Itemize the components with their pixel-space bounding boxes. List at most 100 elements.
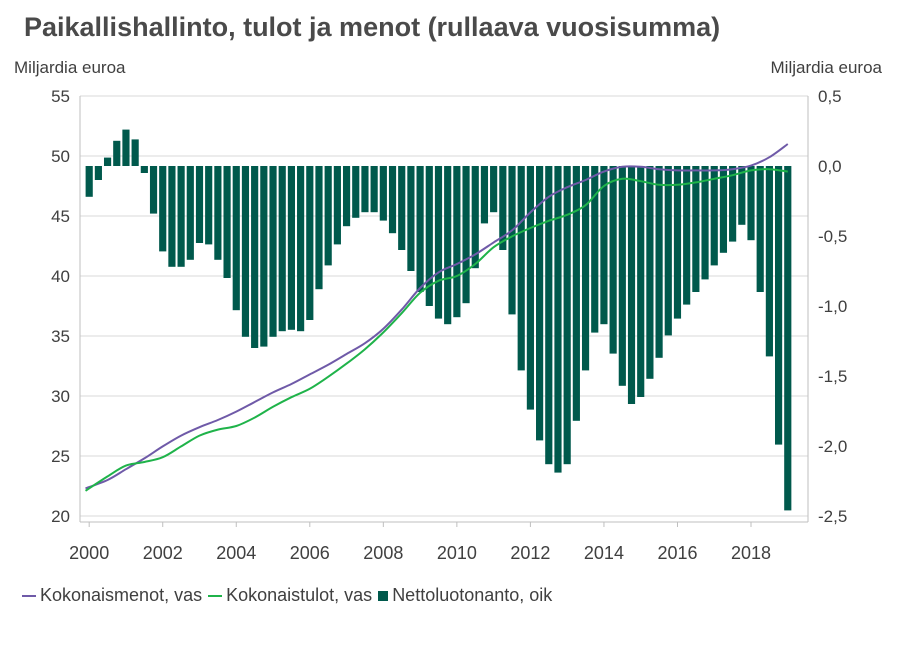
left-tick-label: 50 xyxy=(51,147,70,166)
netto-bar xyxy=(434,166,443,319)
netto-bar xyxy=(517,166,525,371)
menot-line xyxy=(85,143,789,490)
netto-bar xyxy=(508,166,516,315)
right-tick-label: -2,5 xyxy=(818,507,847,526)
netto-bar xyxy=(600,166,608,325)
legend-swatch-menot xyxy=(22,594,36,597)
netto-bar xyxy=(664,166,672,336)
netto-bar xyxy=(710,166,718,266)
netto-bar xyxy=(297,166,305,332)
netto-bar xyxy=(738,166,746,225)
netto-bar xyxy=(278,166,286,332)
legend-swatch-tulot xyxy=(208,594,223,597)
netto-bar xyxy=(618,166,626,386)
netto-bar xyxy=(526,166,534,410)
legend-label-menot: Kokonaismenot, vas xyxy=(40,585,203,605)
legend: Kokonaismenot, vas Kokonaistulot, vas Ne… xyxy=(22,585,558,606)
netto-bar xyxy=(398,166,406,250)
netto-bar xyxy=(269,166,277,337)
legend-item-menot: Kokonaismenot, vas xyxy=(22,585,202,606)
x-tick-label: 2006 xyxy=(290,543,330,563)
netto-bars xyxy=(85,129,792,511)
netto-bar xyxy=(499,166,507,250)
chart-title: Paikallishallinto, tulot ja menot (rulla… xyxy=(24,12,721,42)
netto-bar xyxy=(241,166,250,337)
netto-bar xyxy=(85,166,93,197)
x-tick-label: 2018 xyxy=(731,543,771,563)
netto-bar xyxy=(775,166,783,445)
netto-bar xyxy=(471,166,479,269)
x-tick-label: 2000 xyxy=(69,543,109,563)
left-tick-label: 40 xyxy=(51,267,70,286)
netto-bar xyxy=(581,166,590,371)
netto-bar xyxy=(177,166,185,267)
right-tick-label: 0,0 xyxy=(818,157,842,176)
netto-bar xyxy=(554,166,562,473)
netto-bar xyxy=(159,166,167,252)
netto-bar xyxy=(232,166,240,311)
netto-bar xyxy=(287,166,295,330)
netto-bar xyxy=(627,166,636,404)
netto-bar xyxy=(315,166,323,290)
netto-bar xyxy=(765,166,773,357)
netto-bar xyxy=(122,129,130,166)
left-tick-label: 35 xyxy=(51,327,70,346)
netto-bar xyxy=(103,157,112,166)
lines xyxy=(84,143,789,492)
gridlines xyxy=(80,95,808,517)
netto-bar xyxy=(168,166,176,267)
netto-bar xyxy=(260,166,268,347)
netto-bar xyxy=(655,166,663,358)
netto-bar xyxy=(379,166,387,221)
legend-item-tulot: Kokonaistulot, vas xyxy=(208,585,372,606)
right-tick-label: -1,5 xyxy=(818,367,847,386)
legend-label-netto: Nettoluotonanto, oik xyxy=(392,585,553,605)
netto-bar xyxy=(214,166,222,260)
netto-bar xyxy=(480,166,489,224)
netto-bar xyxy=(342,166,351,227)
netto-bar xyxy=(701,166,709,280)
x-tick-label: 2010 xyxy=(437,543,477,563)
x-tick-label: 2012 xyxy=(510,543,550,563)
legend-swatch-netto xyxy=(378,590,389,601)
netto-bar xyxy=(637,166,645,397)
netto-bar xyxy=(683,166,691,305)
netto-bar xyxy=(140,166,148,173)
netto-bar xyxy=(673,166,682,319)
netto-bar xyxy=(186,166,194,260)
netto-bar xyxy=(462,166,470,304)
left-tick-label: 45 xyxy=(51,207,70,226)
x-tick-label: 2002 xyxy=(143,543,183,563)
netto-bar xyxy=(425,166,433,306)
netto-bar xyxy=(572,166,580,421)
left-tick-label: 20 xyxy=(51,507,70,526)
netto-bar xyxy=(591,166,599,333)
netto-bar xyxy=(195,166,204,243)
netto-bar xyxy=(747,166,755,241)
netto-bar xyxy=(370,166,378,213)
netto-bar xyxy=(453,166,461,318)
netto-bar xyxy=(729,166,737,242)
netto-bar xyxy=(324,166,332,266)
netto-bar xyxy=(444,166,452,325)
left-tick-label: 55 xyxy=(51,87,70,106)
legend-item-netto: Nettoluotonanto, oik xyxy=(378,585,552,606)
right-axis-unit-label: Miljardia euroa xyxy=(770,58,883,77)
netto-bar xyxy=(223,166,231,278)
netto-bar xyxy=(563,166,571,465)
netto-bar xyxy=(490,166,498,213)
tulot-line xyxy=(84,168,788,492)
left-tick-label: 25 xyxy=(51,447,70,466)
axes: 20 25 30 35 40 45 50 55 -2,5 -2,0 -1,5 -1,0 -0,5 0,0 0… xyxy=(51,87,847,563)
right-tick-label: -0,5 xyxy=(818,227,847,246)
x-tick-label: 2014 xyxy=(584,543,624,563)
netto-bar xyxy=(352,166,360,218)
netto-bar xyxy=(94,166,102,180)
netto-bar xyxy=(646,166,654,379)
netto-bar xyxy=(205,166,213,245)
netto-bar xyxy=(719,166,728,253)
netto-bar xyxy=(251,166,259,348)
x-tick-label: 2008 xyxy=(363,543,403,563)
netto-bar xyxy=(149,166,158,214)
